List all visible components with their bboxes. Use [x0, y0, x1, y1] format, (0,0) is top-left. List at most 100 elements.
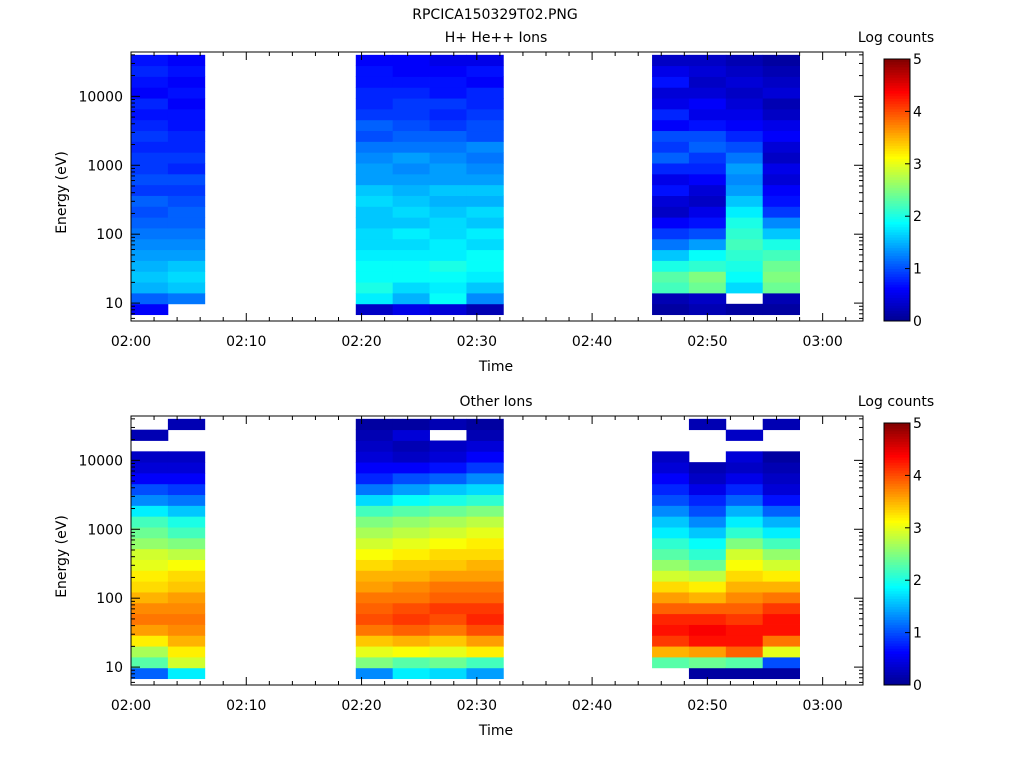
colorbar-swatch	[884, 90, 910, 94]
heatmap-cell	[466, 548, 504, 560]
heatmap-cell	[167, 635, 206, 647]
heatmap-cell	[688, 119, 727, 132]
heatmap-cell	[688, 184, 727, 196]
heatmap-cell	[466, 260, 504, 272]
colorbar-swatch	[884, 179, 910, 183]
heatmap-cell	[355, 173, 394, 186]
heatmap-cell	[688, 505, 727, 517]
heatmap-cell	[725, 494, 764, 506]
heatmap-cell	[688, 635, 727, 647]
colorbar-swatch	[884, 106, 910, 110]
colorbar-swatch	[884, 203, 910, 207]
heatmap-cell	[725, 271, 764, 283]
heatmap-cell	[429, 602, 467, 615]
heatmap-cell	[167, 537, 206, 550]
colorbar-swatch	[884, 153, 910, 157]
colorbar-swatch	[884, 171, 910, 175]
colorbar-swatch	[884, 632, 910, 636]
panel-other-ions: Other Ions 02:00 02:10 02:20 02:30 02:40 02:50…	[54, 394, 934, 739]
colorbar-swatch	[884, 666, 910, 670]
heatmap-cell	[392, 657, 430, 669]
heatmap-cell	[429, 505, 467, 517]
colorbar-swatch	[884, 190, 910, 194]
heatmap-cell	[167, 527, 206, 539]
colorbar-swatch	[884, 561, 910, 565]
heatmap-cell	[429, 108, 467, 121]
heatmap-cell	[762, 98, 800, 110]
heatmap-cell	[355, 537, 394, 550]
heatmap-cell	[725, 195, 764, 207]
heatmap-cell	[429, 282, 467, 294]
colorbar-swatch	[884, 265, 910, 270]
heatmap-cell	[688, 667, 727, 680]
heatmap-cell	[762, 570, 800, 582]
heatmap-cell	[392, 217, 430, 229]
colorbar-swatch	[884, 674, 910, 678]
x-tick-label: 02:00	[111, 698, 151, 714]
colorbar-swatch	[884, 533, 910, 537]
heatmap-cell	[429, 163, 467, 175]
heatmap-cell	[688, 592, 727, 604]
colorbar-swatch	[884, 677, 910, 681]
heatmap-cell	[355, 119, 394, 132]
heatmap-cell	[429, 184, 467, 196]
heatmap-cell	[725, 54, 764, 67]
heatmap-cell	[131, 173, 169, 186]
heatmap-cell	[392, 537, 430, 550]
colorbar-swatch	[884, 247, 910, 251]
colorbar-swatch	[884, 64, 910, 68]
heatmap-cell	[167, 65, 206, 77]
heatmap-cell	[131, 195, 169, 207]
y-tick-label: 10000	[78, 89, 123, 105]
heatmap-cell	[762, 559, 800, 571]
heatmap-cell	[131, 472, 169, 485]
heatmap-cell	[167, 282, 206, 294]
colorbar-swatch	[884, 627, 910, 631]
colorbar-tick-label: 3	[913, 157, 922, 173]
heatmap-cell	[725, 451, 764, 463]
colorbar-swatch	[884, 252, 910, 256]
heatmap-cell	[429, 646, 467, 658]
heatmap-cell	[762, 65, 800, 77]
heatmap-cell	[392, 581, 430, 593]
heatmap-cell	[131, 217, 169, 229]
colorbar-swatch	[884, 449, 910, 453]
colorbar-swatch	[884, 603, 910, 607]
y-axis-label: Energy (eV)	[54, 151, 70, 234]
heatmap-cell	[762, 238, 800, 251]
heatmap-cell	[466, 581, 504, 593]
colorbar-swatch	[884, 297, 910, 301]
heatmap-cell	[466, 483, 504, 496]
heatmap-cell	[466, 184, 504, 196]
colorbar-swatch	[884, 242, 910, 246]
heatmap-cell	[355, 141, 394, 153]
heatmap-cell	[762, 548, 800, 560]
colorbar-swatch	[884, 423, 910, 427]
colorbar-swatch	[884, 289, 910, 293]
heatmap-cell	[762, 195, 800, 207]
heatmap-cell	[131, 303, 169, 316]
heatmap-cell	[131, 65, 169, 77]
heatmap-cell	[131, 249, 169, 261]
heatmap-cell	[392, 418, 430, 431]
heatmap-cell	[652, 141, 690, 153]
heatmap-cell	[355, 228, 394, 240]
colorbar-swatch	[884, 116, 910, 120]
heatmap-cell	[167, 293, 206, 305]
colorbar-swatch	[884, 258, 910, 262]
heatmap-cell	[652, 184, 690, 196]
x-tick-label: 02:40	[572, 698, 612, 714]
heatmap-cell	[652, 260, 690, 272]
colorbar-swatch	[884, 606, 910, 610]
heatmap-cell	[167, 163, 206, 175]
colorbar-swatch	[884, 595, 910, 600]
colorbar-swatch	[884, 629, 910, 634]
heatmap-cell	[429, 570, 467, 582]
colorbar-swatch	[884, 430, 910, 434]
colorbar-swatch	[884, 535, 910, 539]
x-tick-label: 02:30	[457, 698, 497, 714]
heatmap-cell	[392, 238, 430, 251]
colorbar-swatch	[884, 679, 910, 683]
heatmap-cell	[392, 559, 430, 571]
colorbar-swatch	[884, 556, 910, 560]
